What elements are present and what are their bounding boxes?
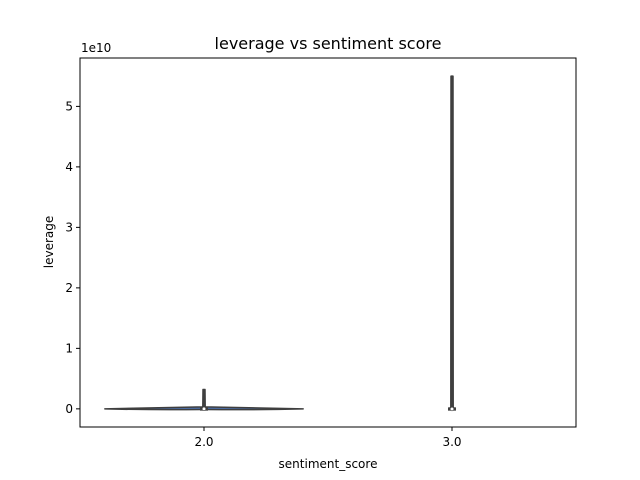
x-axis-label: sentiment_score bbox=[279, 457, 378, 471]
y-tick-label: 4 bbox=[65, 160, 73, 174]
y-tick-label: 2 bbox=[65, 281, 73, 295]
plot-marks bbox=[104, 75, 456, 412]
y-axis-offset-text: 1e10 bbox=[81, 41, 111, 55]
y-tick-label: 0 bbox=[65, 402, 73, 416]
violin-median bbox=[201, 406, 207, 411]
y-tick-label: 3 bbox=[65, 220, 73, 234]
y-tick-label: 1 bbox=[65, 341, 73, 355]
chart-title: leverage vs sentiment score bbox=[215, 34, 442, 53]
x-tick-label: 3.0 bbox=[442, 435, 461, 449]
x-tick-label: 2.0 bbox=[194, 435, 213, 449]
axis-ticks: 0 1 2 3 4 5 2.0 3.0 bbox=[65, 99, 461, 449]
y-tick-label: 5 bbox=[65, 99, 73, 113]
axes-frame bbox=[79, 57, 577, 428]
y-axis-label: leverage bbox=[42, 216, 56, 269]
violin-median bbox=[449, 406, 455, 412]
